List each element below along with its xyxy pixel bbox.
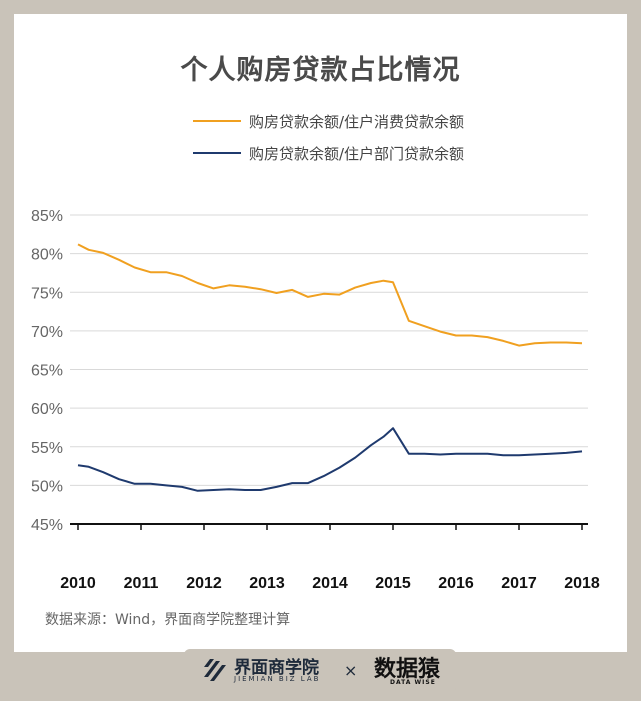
brand-subtitle: JIEMIAN BIZ LAB [234,675,321,683]
y-tick-label: 80% [31,247,63,264]
chart-card [14,14,627,652]
jiemian-logo-icon [204,659,226,681]
brand-name: 界面商学院 [234,658,319,678]
y-tick-label: 45% [31,517,63,534]
x-tick-label: 2010 [60,575,96,592]
y-tick-label: 55% [31,440,63,457]
legend-swatch-consumer [193,120,241,122]
y-tick-label: 75% [31,285,63,302]
x-tick-label: 2012 [186,575,222,592]
y-tick-label: 85% [31,208,63,225]
y-tick-label: 70% [31,324,63,341]
legend-label-household: 购房贷款余额/住户部门贷款余额 [249,144,465,163]
x-tick-label: 2013 [249,575,285,592]
x-tick-label: 2016 [438,575,474,592]
series-line-household [77,427,583,492]
x-tick-label: 2018 [564,575,600,592]
y-tick-label: 60% [31,401,63,418]
separator-x: × [344,661,358,680]
partner-logo: 数据猿 [374,656,441,682]
y-tick-label: 50% [31,478,63,495]
legend-item-consumer: 购房贷款余额/住户消费贷款余额 [193,111,464,131]
x-tick-label: 2015 [375,575,411,592]
partner-subtitle: DATA WISE [390,679,436,686]
legend-item-household: 购房贷款余额/住户部门贷款余额 [193,143,464,163]
y-tick-label: 65% [31,363,63,380]
chart-title: 个人购房贷款占比情况 [180,55,461,86]
x-tick-label: 2014 [312,575,348,592]
x-tick-label: 2017 [501,575,537,592]
legend-label-consumer: 购房贷款余额/住户消费贷款余额 [249,112,465,131]
source-note: 数据来源：Wind，界面商学院整理计算 [45,612,291,628]
x-tick-label: 2011 [124,575,159,592]
footer-badge: 界面商学院 JIEMIAN BIZ LAB × 数据猿 DATA WISE [184,649,456,693]
series-line-consumer [77,243,583,347]
legend-swatch-household [193,152,241,154]
